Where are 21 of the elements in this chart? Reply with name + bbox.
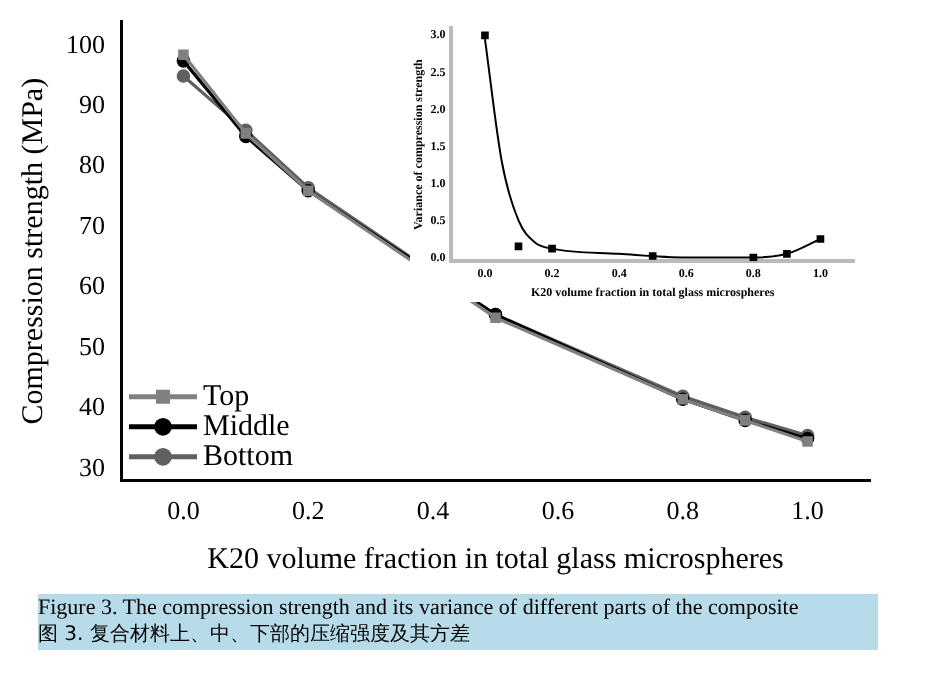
caption: Figure 3. The compression strength and its variance of different parts of the composite [38, 596, 801, 622]
x-axis-title: K20 volume fraction in total glass microspheres [207, 543, 785, 576]
y-tick-label: 70 [79, 209, 105, 240]
legend-label: Top [203, 380, 250, 413]
y-tick-label: 40 [79, 391, 105, 422]
y-tick-label: 50 [79, 330, 105, 361]
x-tick-label: 0.8 [666, 495, 699, 526]
y-tick-label: 30 [79, 451, 105, 482]
y-tick-label: 60 [79, 270, 105, 301]
y-tick-label: 100 [66, 28, 105, 59]
caption: 图 3. 复合材料上、中、下部的压缩强度及其方差 [38, 622, 472, 648]
x-tick-label: 0.6 [541, 495, 576, 526]
x-tick-label: 0.0 [167, 495, 200, 526]
legend-label: Middle [203, 410, 291, 443]
x-tick-label: 0.2 [292, 495, 325, 526]
x-tick-label: 0.4 [416, 495, 451, 526]
y-tick-label: 80 [79, 149, 105, 180]
legend-label: Bottom [203, 440, 294, 473]
x-tick-label: 1.0 [791, 495, 824, 526]
y-tick-label: 90 [79, 89, 105, 120]
y-axis-title: Compression strength (MPa) [17, 77, 50, 425]
